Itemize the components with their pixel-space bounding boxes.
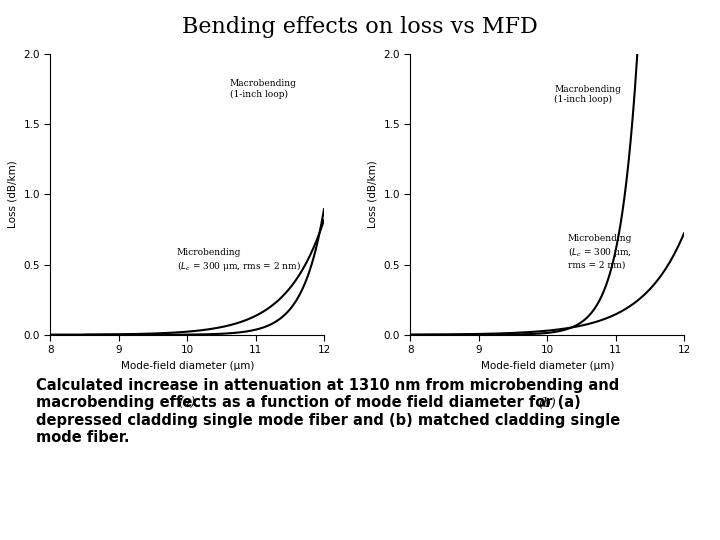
Text: Microbending
($L_c$ = 300 μm, rms = 2 nm): Microbending ($L_c$ = 300 μm, rms = 2 nm… [177,248,301,273]
Text: Bending effects on loss vs MFD: Bending effects on loss vs MFD [182,16,538,38]
Text: (a): (a) [179,396,196,409]
Text: Microbending
($L_c$ = 300 μm,
rms = 2 nm): Microbending ($L_c$ = 300 μm, rms = 2 nm… [568,234,632,269]
Y-axis label: Loss (dB/km): Loss (dB/km) [8,160,18,228]
Y-axis label: Loss (dB/km): Loss (dB/km) [368,160,378,228]
X-axis label: Mode-field diameter (μm): Mode-field diameter (μm) [120,361,254,371]
X-axis label: Mode-field diameter (μm): Mode-field diameter (μm) [480,361,614,371]
Text: Macrobending
(1-inch loop): Macrobending (1-inch loop) [554,85,621,104]
Text: (b): (b) [539,396,556,409]
Text: Calculated increase in attenuation at 1310 nm from microbending and
macrobending: Calculated increase in attenuation at 13… [36,378,620,445]
Text: Macrobending
(1-inch loop): Macrobending (1-inch loop) [230,79,297,99]
